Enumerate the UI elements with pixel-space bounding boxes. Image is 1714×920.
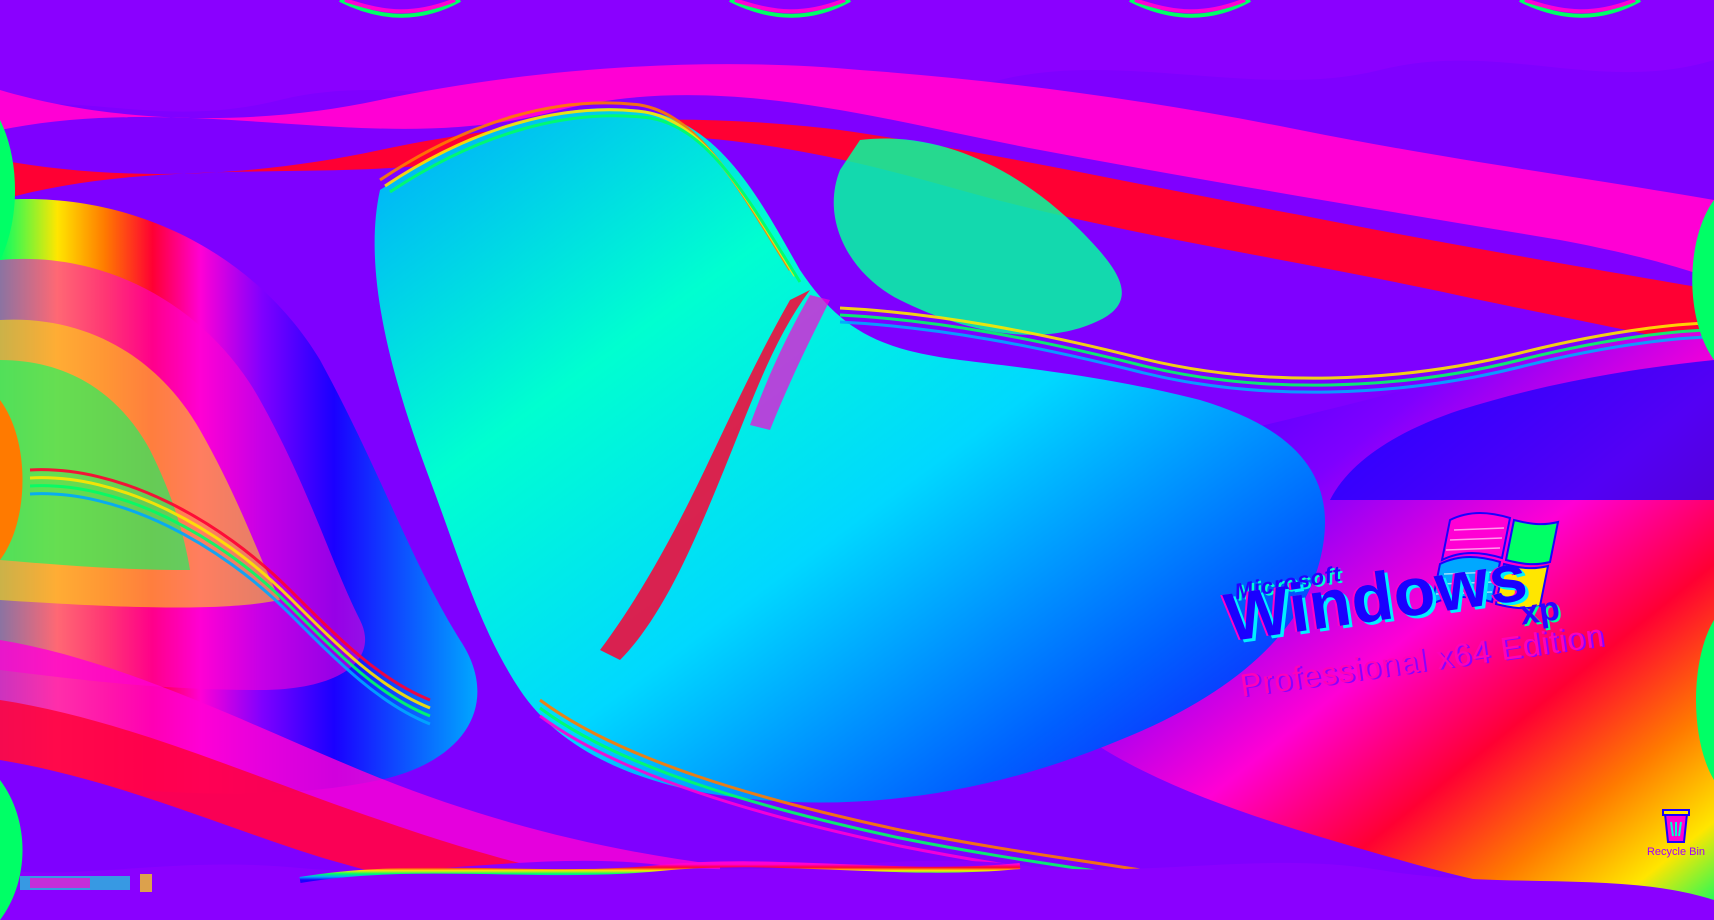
windows-flag-icon [1430,512,1560,610]
recycle-bin-icon [1662,809,1690,843]
desktop-icon-recycle-bin[interactable]: Recycle Bin [1642,804,1710,874]
recycle-bin-label: Recycle Bin [1646,846,1706,858]
glitch-fragment [20,874,152,892]
windows-xp-branding: Microsoft Windows xp Professional x64 Ed… [1220,500,1700,730]
